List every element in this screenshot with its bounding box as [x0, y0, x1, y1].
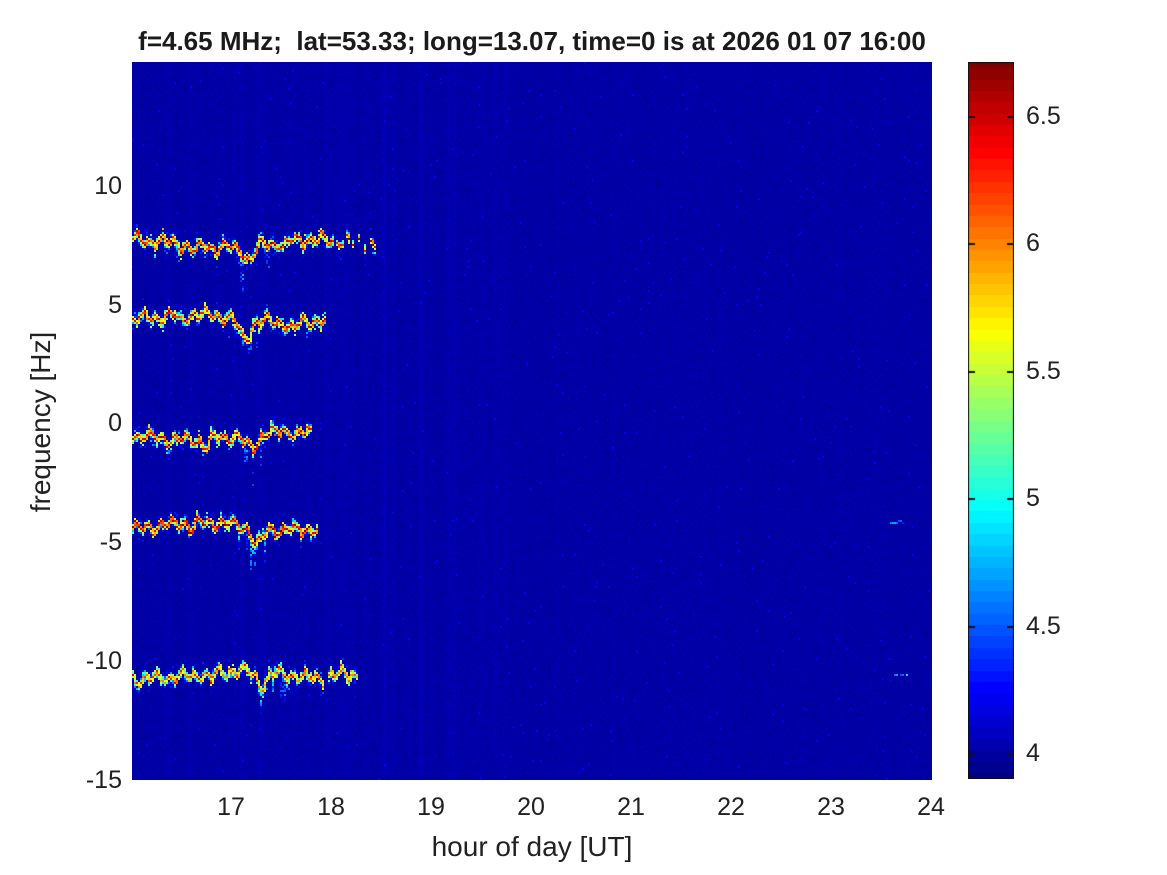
colorbar-tick-label: 6: [1026, 229, 1040, 258]
colorbar-tick-label: 5: [1026, 484, 1040, 513]
colorbar-tick-label: 4: [1026, 739, 1040, 768]
colorbar: [968, 62, 1014, 779]
x-tick-label: 24: [917, 793, 945, 821]
spectrogram-heatmap: [132, 62, 932, 780]
x-tick-label: 18: [317, 793, 345, 821]
x-tick-label: 17: [217, 793, 245, 821]
y-tick-label: -15: [85, 766, 122, 794]
x-axis-label: hour of day [UT]: [431, 831, 633, 862]
plot-title: f=4.65 MHz; lat=53.33; long=13.07, time=…: [138, 26, 926, 56]
x-tick-label: 23: [817, 793, 845, 821]
y-tick-label: 5: [108, 290, 122, 319]
x-tick-label: 22: [717, 793, 745, 821]
colorbar-tick-label: 4.5: [1026, 611, 1061, 640]
y-tick-label: 0: [108, 409, 122, 438]
y-tick-label: -5: [99, 528, 122, 557]
colorbar-tick-label: 6.5: [1026, 101, 1061, 130]
y-tick-label: 10: [94, 171, 122, 200]
x-tick-label: 20: [517, 793, 545, 821]
x-tick-label: 19: [417, 793, 445, 821]
y-tick-label: -10: [85, 647, 122, 676]
colorbar-tick-label: 5.5: [1026, 356, 1061, 385]
x-tick-label: 21: [617, 793, 645, 821]
